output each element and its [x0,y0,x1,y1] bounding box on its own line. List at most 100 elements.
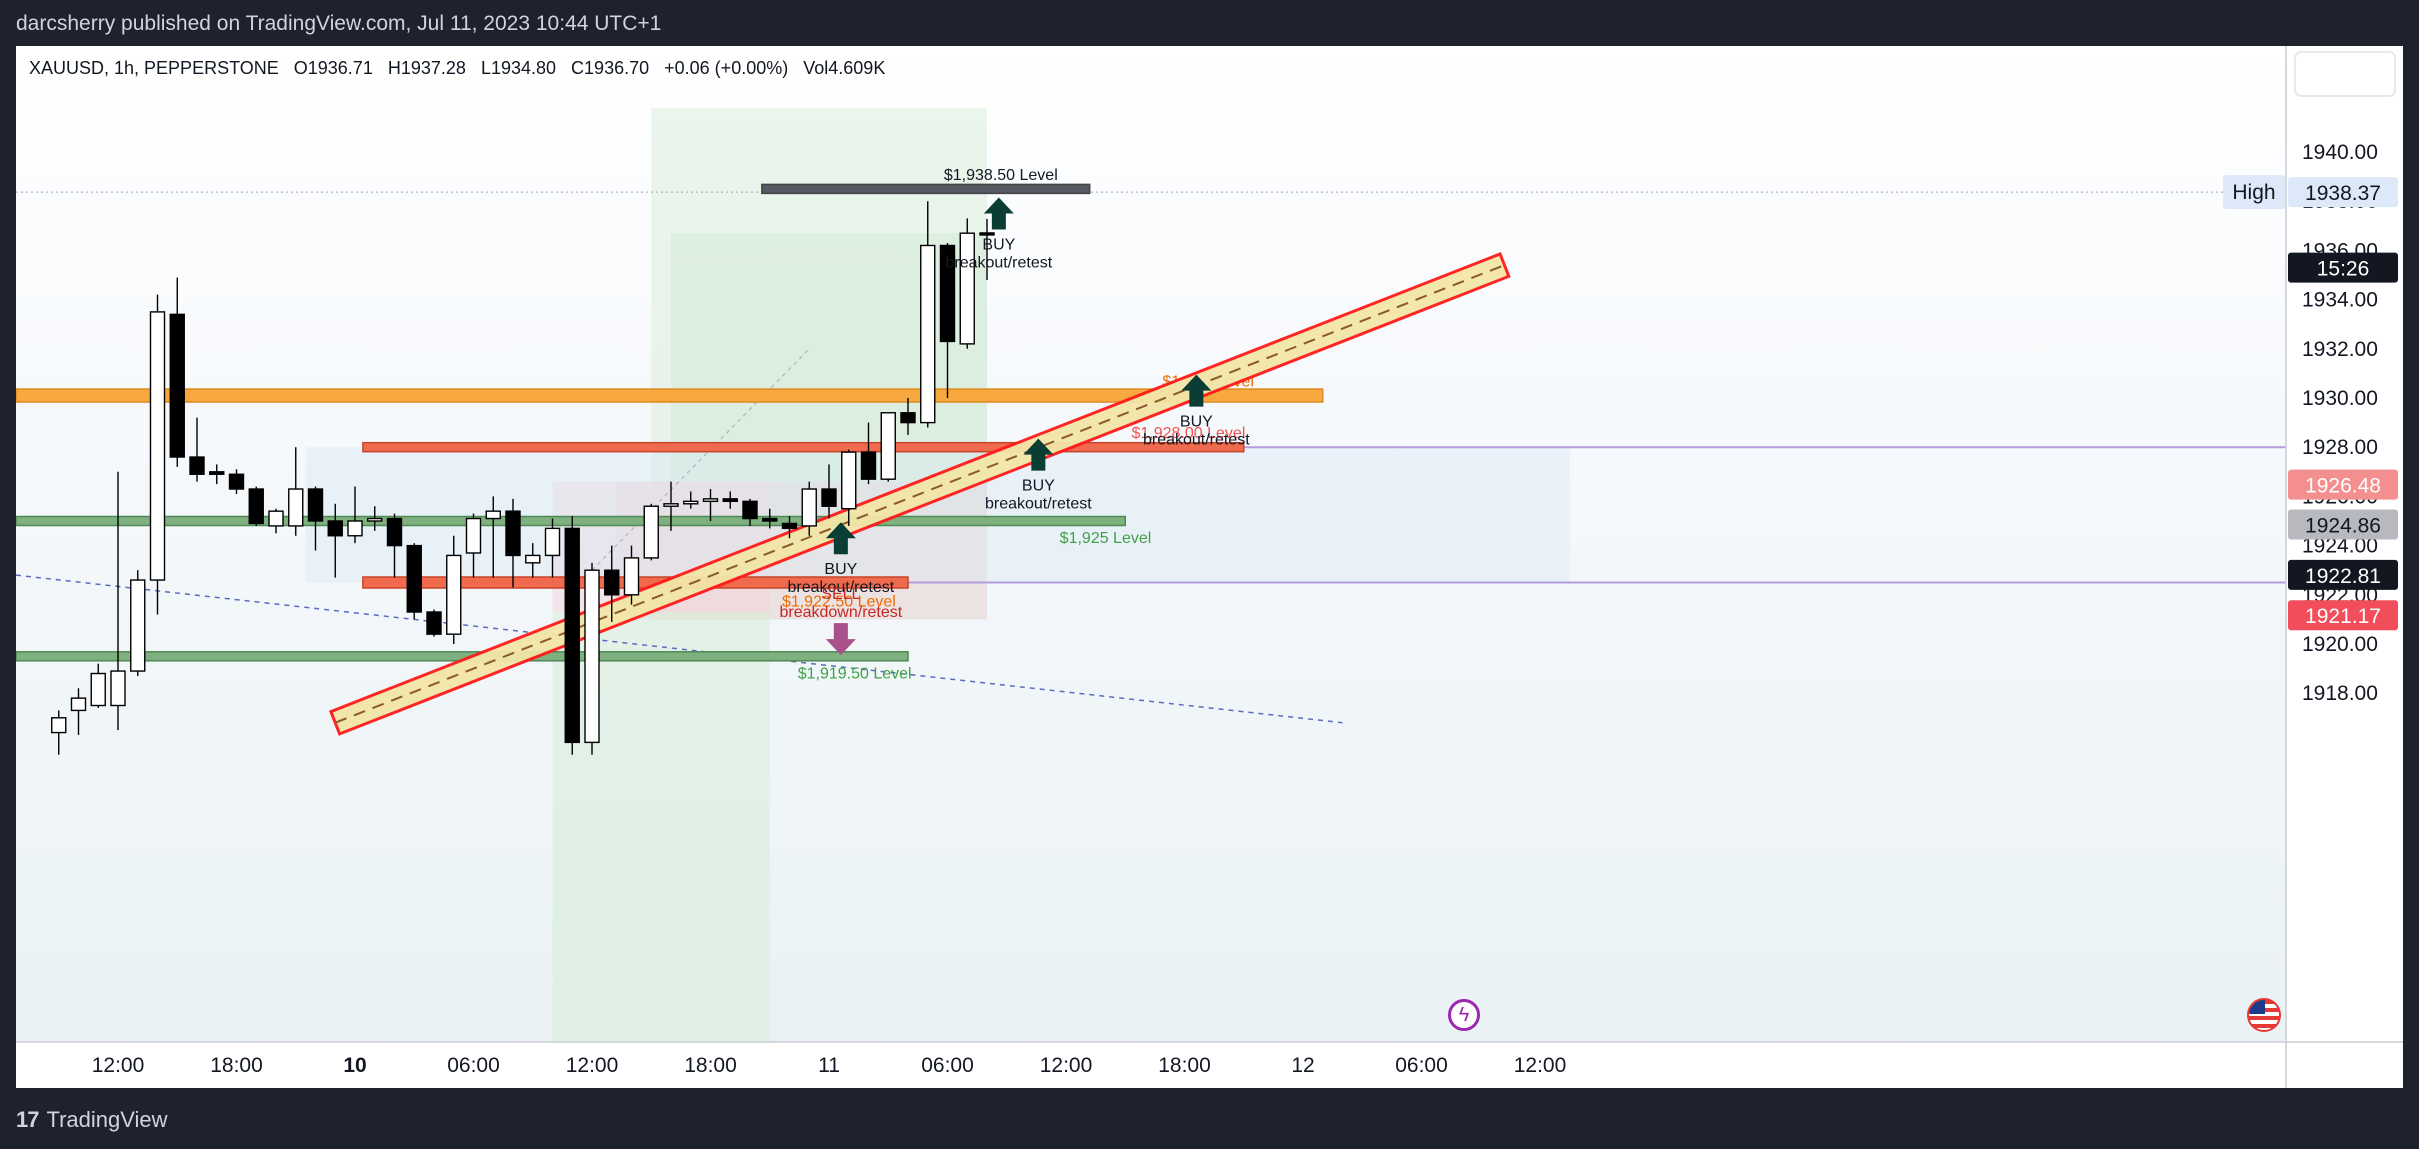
buy-arrow-icon[interactable] [825,522,856,555]
publisher-header: darcsherry published on TradingView.com,… [0,0,2419,48]
signal-text: breakout/retest [945,255,1052,272]
candle-down[interactable] [169,313,185,458]
candle-up[interactable] [702,498,719,503]
sell-arrow-icon[interactable] [825,623,856,656]
candle-up[interactable] [288,488,304,527]
legend-volume: Vol4.609K [803,58,886,78]
signal-text: breakout/retest [1143,432,1250,449]
candle-up[interactable] [920,244,936,424]
candle-up[interactable] [149,311,166,581]
us-flag-icon[interactable] [2247,998,2281,1032]
scale-settings-box[interactable] [2294,51,2396,97]
candle-down[interactable] [564,527,580,744]
zone-red[interactable] [362,441,1245,453]
candle-down[interactable] [386,517,403,547]
candle-down[interactable] [860,451,877,480]
candle-down[interactable] [228,473,245,490]
candle-up[interactable] [110,670,126,707]
candle-down[interactable] [209,471,225,475]
candle-up[interactable] [268,510,284,527]
candle-down[interactable] [762,517,778,522]
legend-close: C1936.70 [571,58,650,78]
price-label-tag [2288,177,2398,208]
candle-down[interactable] [406,544,422,613]
candle-up[interactable] [643,505,659,559]
y-tick-label: 1926.00 [2302,485,2378,508]
price-label-tag [2288,509,2398,540]
legend-symbol[interactable]: XAUUSD, 1h, PEPPERSTONE [29,58,279,78]
signal-text: breakout/retest [787,579,894,596]
candle-up[interactable] [51,717,67,734]
candle-up[interactable] [801,488,817,527]
candle-down[interactable] [742,500,758,520]
candle-up[interactable] [130,579,146,672]
candle-down[interactable] [307,488,324,522]
footer-brand[interactable]: TradingView [46,1106,168,1132]
legend-change: +0.06 (+0.00%) [664,58,789,78]
buy-arrow-icon[interactable] [1023,438,1054,471]
channel-midline [334,264,1505,724]
candle-up[interactable] [623,557,640,596]
descending-trendline[interactable] [16,574,1343,724]
candle-down[interactable] [722,498,738,503]
zone-gray[interactable] [761,183,1091,195]
candle-up[interactable] [841,451,857,510]
legend-open: O1936.71 [293,58,373,78]
candle-up[interactable] [880,412,896,480]
candle-down[interactable] [939,244,956,343]
candle-up[interactable] [347,520,363,537]
candle-down[interactable] [604,569,620,596]
candle-down[interactable] [505,510,521,557]
y-tick-label: 1924.00 [2302,535,2378,558]
price-label-text: 15:26 [2317,258,2370,281]
candle-up[interactable] [465,517,482,554]
candle-down[interactable] [248,488,264,525]
candle-up[interactable] [525,554,541,564]
signal-text: breakout/retest [985,496,1092,513]
price-label-text: 1924.86 [2305,514,2381,537]
candle-down[interactable] [327,520,343,537]
zone-label: $1,919.50 Level [798,665,912,682]
footer: 17 TradingView [0,1090,2419,1149]
publisher-line: darcsherry published on TradingView.com,… [16,12,662,35]
signal-text: breakdown/retest [779,604,902,621]
candle-up[interactable] [446,554,462,635]
legend-high: H1937.28 [387,58,466,78]
candle-down[interactable] [426,611,442,635]
tradingview-logo-icon[interactable]: 17 [16,1106,40,1132]
candle-down[interactable] [821,488,837,507]
candle-up[interactable] [544,527,561,557]
price-chart[interactable]: $1,938.50 Level$1,930 Level$1,928.00 Lev… [16,46,2286,1088]
candle-up[interactable] [663,503,679,507]
buy-arrow-icon[interactable] [1181,374,1212,407]
zone-orange[interactable] [16,388,1324,403]
price-label-text: 1921.17 [2305,605,2381,628]
candle-down[interactable] [979,232,995,236]
y-tick-label: 1936.00 [2302,239,2378,262]
y-tick-label: 1938.00 [2302,190,2378,213]
buy-arrow-icon[interactable] [983,197,1014,230]
candle-down[interactable] [189,456,205,475]
y-tick-label: 1920.00 [2302,633,2378,656]
candle-down[interactable] [781,522,798,530]
price-label-tag [2288,559,2398,590]
price-label-tag [2288,469,2398,500]
candle-up[interactable] [485,510,501,520]
candle-down[interactable] [900,412,916,424]
candle-up[interactable] [70,697,87,712]
candle-up[interactable] [683,500,699,505]
price-label-text: 1938.37 [2305,182,2381,205]
signal-direction: BUY [982,237,1015,254]
price-scale-panel[interactable] [2286,46,2403,1042]
candle-up[interactable] [584,569,600,744]
y-tick-label: 1922.00 [2302,584,2378,607]
zone-green[interactable] [16,515,1126,527]
candle-up[interactable] [90,672,106,707]
lightning-icon[interactable]: ϟ [1448,999,1480,1031]
zone-label: $1,938.50 Level [944,167,1058,184]
projection-line [591,348,810,571]
candle-up[interactable] [367,517,383,522]
price-label-tag [2288,600,2398,631]
candle-up[interactable] [959,232,975,345]
y-tick-label: 1932.00 [2302,338,2378,361]
